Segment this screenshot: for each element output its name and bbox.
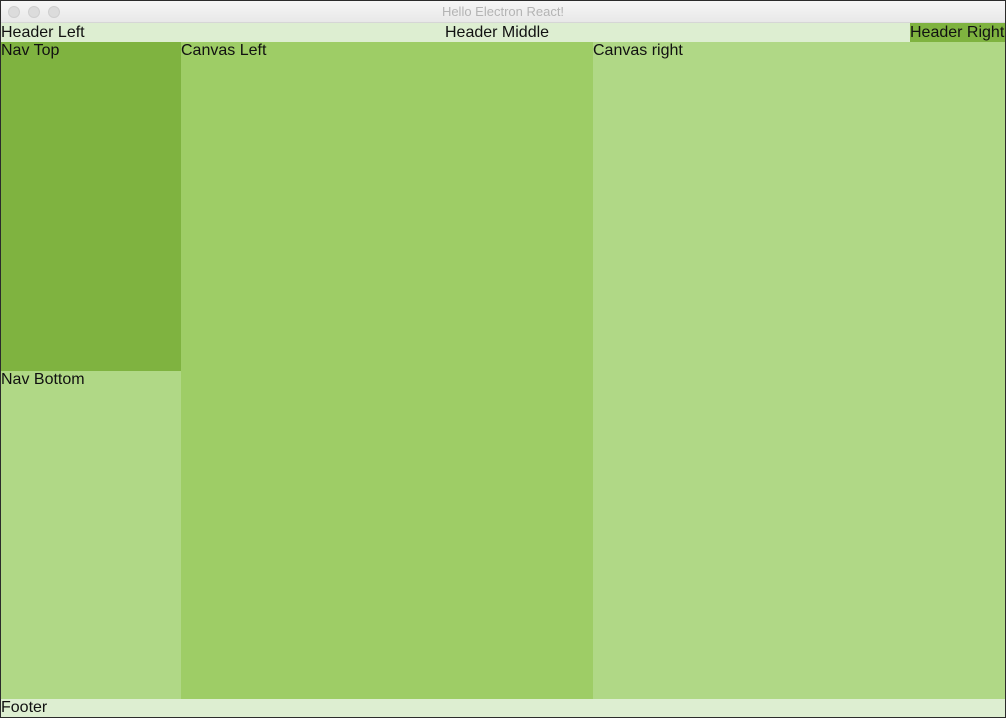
canvas-right-label: Canvas right: [593, 42, 683, 59]
window-title: Hello Electron React!: [441, 4, 565, 19]
canvas-left-panel: Canvas Left: [181, 42, 593, 699]
close-window-icon[interactable]: [8, 6, 20, 18]
canvas-right-panel: Canvas right: [593, 42, 1005, 699]
footer: Footer: [1, 699, 1005, 717]
maximize-window-icon[interactable]: [48, 6, 60, 18]
nav-top-label: Nav Top: [1, 42, 60, 59]
nav-bottom-label: Nav Bottom: [1, 371, 85, 388]
footer-label: Footer: [1, 699, 48, 716]
header-left: Header Left: [1, 24, 85, 41]
canvas-left-label: Canvas Left: [181, 42, 267, 59]
title-bar[interactable]: Hello Electron React!: [1, 1, 1005, 23]
header: Header Left Header Middle Header Right: [1, 23, 1005, 42]
nav-bottom-panel: Nav Bottom: [1, 371, 181, 699]
header-right: Header Right: [910, 23, 1005, 42]
nav-top-panel: Nav Top: [1, 42, 181, 371]
minimize-window-icon[interactable]: [28, 6, 40, 18]
header-middle: Header Middle: [445, 24, 550, 41]
